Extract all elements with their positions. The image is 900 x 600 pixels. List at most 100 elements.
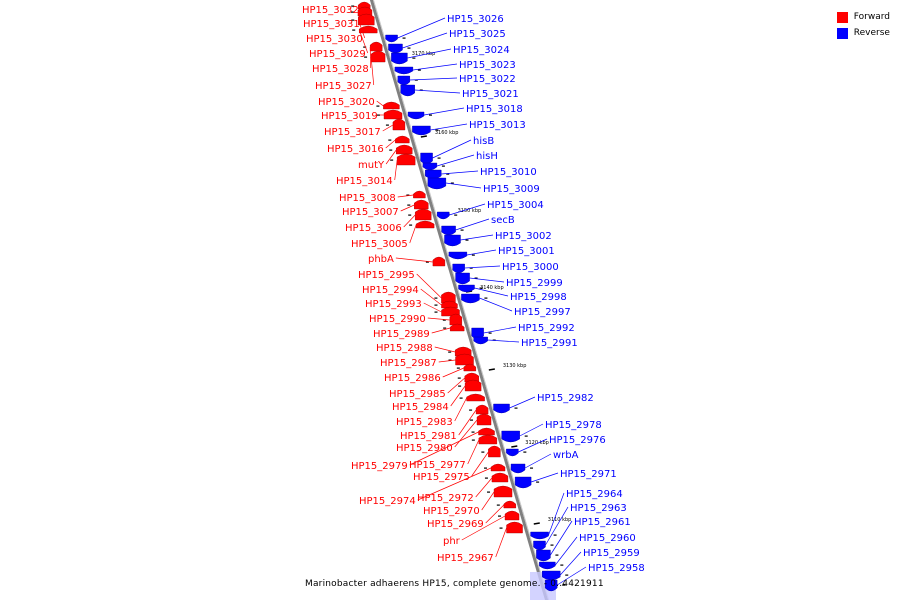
legend: Forward Reverse xyxy=(836,9,890,41)
reverse-gene-label: HP15_2997 xyxy=(514,307,571,318)
feature-marker xyxy=(456,367,460,369)
feature-marker xyxy=(565,574,569,576)
forward-gene-feature xyxy=(449,323,465,332)
feature-marker xyxy=(562,584,566,586)
forward-label-connector xyxy=(420,288,442,306)
forward-gene-feature xyxy=(415,220,435,229)
forward-label-connector xyxy=(438,359,456,363)
reverse-label-connector xyxy=(474,287,509,297)
forward-gene-label: HP15_3005 xyxy=(351,239,408,250)
forward-gene-feature xyxy=(478,427,495,436)
tick-label: 3130 kbp xyxy=(503,363,527,369)
tick-mark xyxy=(511,445,518,448)
forward-gene-feature xyxy=(504,510,520,521)
forward-label-connector xyxy=(495,527,507,558)
forward-gene-label: HP15_3027 xyxy=(315,81,372,92)
feature-marker xyxy=(377,114,381,116)
forward-gene-label: HP15_2990 xyxy=(369,314,426,325)
reverse-gene-label: hisB xyxy=(473,136,494,147)
reverse-label-connector xyxy=(545,506,569,546)
feature-marker xyxy=(479,287,483,289)
forward-gene-label: HP15_2985 xyxy=(389,389,446,400)
forward-gene-label: HP15_3014 xyxy=(336,176,393,187)
feature-marker xyxy=(471,431,475,433)
reverse-gene-label: HP15_3010 xyxy=(480,167,537,178)
forward-gene-label: HP15_2989 xyxy=(373,329,430,340)
feature-marker xyxy=(484,467,488,469)
reverse-gene-feature xyxy=(501,430,520,443)
forward-label-connector xyxy=(485,504,505,524)
reverse-gene-label: wrbA xyxy=(553,450,579,461)
forward-label-connector xyxy=(427,317,450,321)
reverse-label-connector xyxy=(518,438,548,453)
forward-gene-feature xyxy=(464,379,482,392)
forward-gene-feature xyxy=(503,500,517,509)
reverse-label-connector xyxy=(432,139,472,159)
tick-label: 3160 kbp xyxy=(435,130,459,136)
forward-gene-feature xyxy=(432,256,446,267)
reverse-gene-feature xyxy=(514,476,532,489)
forward-gene-feature xyxy=(441,300,458,309)
forward-label-connector xyxy=(369,46,372,69)
feature-marker xyxy=(435,129,439,131)
tick-label: 3110 kbp xyxy=(548,517,572,523)
reverse-label-connector xyxy=(407,48,452,59)
forward-gene-label: phbA xyxy=(368,254,394,265)
reverse-label-connector xyxy=(487,339,520,343)
forward-gene-label: HP15_3016 xyxy=(327,144,384,155)
feature-marker xyxy=(469,267,473,269)
reverse-gene-feature xyxy=(461,293,480,304)
feature-marker xyxy=(417,69,421,71)
feature-marker xyxy=(458,385,462,387)
forward-gene-label: HP15_2994 xyxy=(362,285,419,296)
feature-marker xyxy=(434,311,438,313)
forward-gene-feature xyxy=(463,363,477,372)
forward-label-connector xyxy=(357,11,363,24)
forward-gene-feature xyxy=(441,291,456,304)
forward-gene-feature xyxy=(413,190,426,199)
forward-gene-feature xyxy=(493,485,513,498)
feature-marker xyxy=(470,419,474,421)
reverse-label-connector xyxy=(509,396,536,409)
forward-label-connector xyxy=(357,5,362,10)
forward-label-connector xyxy=(394,159,398,181)
forward-gene-feature xyxy=(383,109,403,120)
reverse-label-connector xyxy=(402,32,448,49)
reverse-gene-label: HP15_3021 xyxy=(462,89,519,100)
reverse-gene-feature xyxy=(458,284,475,293)
reverse-gene-feature xyxy=(493,403,510,414)
feature-marker xyxy=(524,435,528,437)
reverse-gene-label: HP15_3009 xyxy=(483,184,540,195)
forward-gene-label: HP15_2967 xyxy=(437,553,494,564)
forward-label-connector xyxy=(397,194,414,198)
forward-gene-label: HP15_2972 xyxy=(417,493,474,504)
feature-marker xyxy=(414,79,418,81)
feature-marker xyxy=(523,451,527,453)
forward-gene-label: mutY xyxy=(358,160,385,171)
reverse-gene-feature xyxy=(510,463,526,474)
forward-gene-feature xyxy=(370,50,386,63)
reverse-gene-feature xyxy=(544,579,558,592)
reverse-label-connector xyxy=(519,423,544,437)
feature-marker xyxy=(450,182,454,184)
reverse-label-connector xyxy=(445,182,482,189)
forward-gene-label: HP15_2979 xyxy=(351,461,408,472)
reverse-label-connector xyxy=(483,326,517,334)
reverse-gene-label: HP15_2982 xyxy=(537,393,594,404)
forward-gene-label: HP15_2993 xyxy=(365,299,422,310)
reverse-label-connector xyxy=(460,234,494,241)
forward-label-connector xyxy=(475,477,493,498)
forward-gene-feature xyxy=(357,6,373,17)
reverse-gene-feature xyxy=(539,561,556,570)
forward-gene-label: HP15_2988 xyxy=(376,343,433,354)
feature-marker xyxy=(496,504,500,506)
forward-label-connector xyxy=(376,100,384,107)
forward-label-connector xyxy=(481,491,495,511)
feature-marker xyxy=(351,19,355,21)
forward-label-connector xyxy=(467,439,480,465)
feature-marker xyxy=(459,397,463,399)
reverse-gene-feature xyxy=(536,549,551,562)
forward-gene-label: HP15_2970 xyxy=(423,506,480,517)
reverse-gene-feature xyxy=(420,152,433,165)
feature-marker xyxy=(484,477,488,479)
